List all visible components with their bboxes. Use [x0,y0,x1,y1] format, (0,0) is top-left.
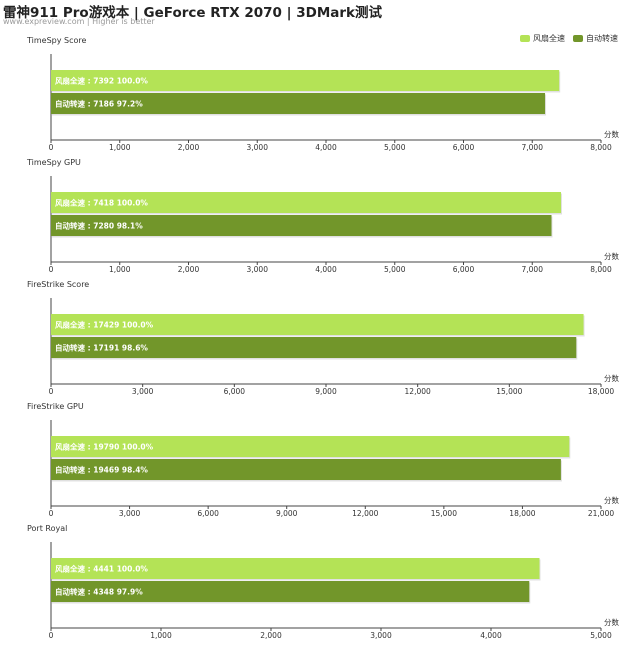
chart-3-tick-label: 9,000 [315,387,337,396]
chart-1-tick-label: 1,000 [109,143,131,152]
chart-3-tick-label: 18,000 [588,387,614,396]
legend-item-auto-speed[interactable]: 自动转速 [573,33,618,44]
chart-5-tick-label: 2,000 [260,631,282,640]
chart-1-tick-label: 6,000 [453,143,475,152]
chart-1-bar-label-1: 风扇全速 : 7392 100.0% [55,76,148,86]
chart-3-tick-label: 0 [49,387,54,396]
chart-2-bar-2 [51,215,552,236]
chart-1-tick-label: 2,000 [178,143,200,152]
legend-label-auto-speed: 自动转速 [586,34,618,43]
chart-1-tick-label: 3,000 [247,143,269,152]
chart-3-axis-unit: 分数 [604,373,619,383]
chart-2-tick-label: 4,000 [315,265,337,274]
chart-3-bar-label-1: 风扇全速 : 17429 100.0% [55,320,154,330]
chart-2-tick-label: 3,000 [247,265,269,274]
chart-4-title: FireStrike GPU [27,402,84,411]
chart-5-tick-label: 0 [49,631,54,640]
page-title: 雷神911 Pro游戏本 | GeForce RTX 2070 | 3DMark… [3,5,383,21]
chart-1-axis-unit: 分数 [604,129,619,139]
chart-2-tick-label: 0 [49,265,54,274]
chart-2-axis-unit: 分数 [604,251,619,261]
chart-4-tick-label: 9,000 [276,509,298,518]
chart-2-bar-1 [51,192,561,213]
chart-5-axis-unit: 分数 [604,617,619,627]
chart-3-tick-label: 15,000 [496,387,522,396]
chart-3-tick-label: 12,000 [405,387,431,396]
chart-5-bar-1 [51,558,540,579]
chart-2-tick-label: 7,000 [522,265,544,274]
chart-2-tick-label: 5,000 [384,265,406,274]
chart-5-bar-label-1: 风扇全速 : 4441 100.0% [55,564,148,574]
chart-legend: 风扇全速 自动转速 [520,33,618,44]
chart-4-bar-2 [51,459,561,480]
chart-2-bar-label-2: 自动转速 : 7280 98.1% [55,221,143,231]
chart-5-tick-label: 3,000 [370,631,392,640]
chart-4-tick-label: 6,000 [197,509,219,518]
chart-5-tick-label: 4,000 [480,631,502,640]
chart-3-bar-1 [51,314,584,335]
chart-1-title: TimeSpy Score [26,36,86,45]
legend-item-full-speed[interactable]: 风扇全速 [520,33,565,44]
chart-4-bar-label-1: 风扇全速 : 19790 100.0% [55,442,154,452]
chart-4-bar-1 [51,436,570,457]
chart-3-title: FireStrike Score [27,280,89,289]
chart-5-title: Port Royal [27,524,67,533]
chart-1-tick-label: 8,000 [590,143,612,152]
chart-2-tick-label: 1,000 [109,265,131,274]
chart-4-tick-label: 0 [49,509,54,518]
chart-2-tick-label: 6,000 [453,265,475,274]
chart-5-bar-2 [51,581,530,602]
legend-swatch-auto-speed [573,35,583,42]
chart-4-tick-label: 21,000 [588,509,614,518]
chart-3-tick-label: 6,000 [224,387,246,396]
chart-1-bar-2 [51,93,546,114]
chart-5-bar-label-2: 自动转速 : 4348 97.9% [55,587,143,597]
chart-2-bar-label-1: 风扇全速 : 7418 100.0% [55,198,148,208]
page-subtitle: www.expreview.com | Higher is better [3,17,155,26]
chart-3-bar-label-2: 自动转速 : 17191 98.6% [55,343,148,353]
chart-4-axis-unit: 分数 [604,495,619,505]
chart-4-tick-label: 12,000 [352,509,378,518]
chart-1-tick-label: 0 [49,143,54,152]
chart-3-tick-label: 3,000 [132,387,154,396]
chart-5-tick-label: 5,000 [590,631,612,640]
chart-5-tick-label: 1,000 [150,631,172,640]
chart-2-title: TimeSpy GPU [26,158,81,167]
chart-2-tick-label: 8,000 [590,265,612,274]
chart-1-bar-label-2: 自动转速 : 7186 97.2% [55,99,143,109]
legend-label-full-speed: 风扇全速 [533,34,565,43]
chart-4-tick-label: 15,000 [431,509,457,518]
chart-4-tick-label: 3,000 [119,509,141,518]
chart-1-bar-1 [51,70,560,91]
chart-4-tick-label: 18,000 [509,509,535,518]
chart-3-bar-2 [51,337,577,358]
chart-2-tick-label: 2,000 [178,265,200,274]
chart-4-bar-label-2: 自动转速 : 19469 98.4% [55,465,148,475]
chart-1-tick-label: 5,000 [384,143,406,152]
legend-swatch-full-speed [520,35,530,42]
chart-1-tick-label: 4,000 [315,143,337,152]
chart-1-tick-label: 7,000 [522,143,544,152]
